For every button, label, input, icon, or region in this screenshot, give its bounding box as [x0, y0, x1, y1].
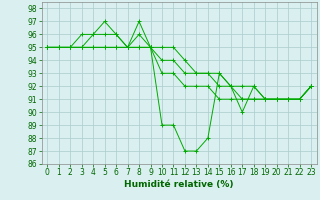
X-axis label: Humidité relative (%): Humidité relative (%)	[124, 180, 234, 189]
